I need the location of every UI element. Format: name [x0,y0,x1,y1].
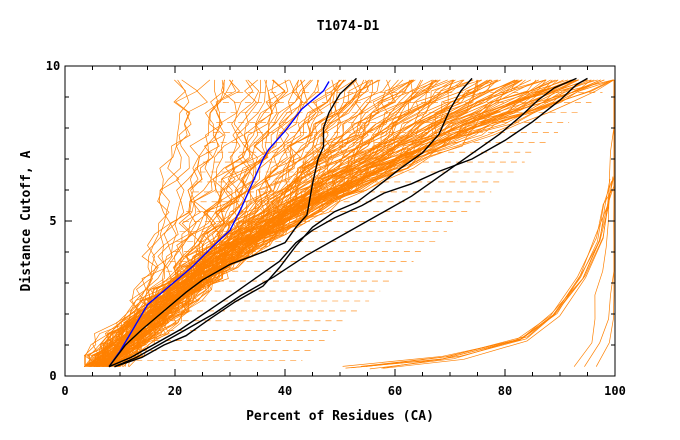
y-tick-label: 0 [49,369,56,383]
x-tick-label: 100 [604,384,626,398]
highlighted-model-curves [108,77,588,368]
model-curve [106,79,589,368]
highlight-line-2 [108,77,357,368]
model-curve [573,79,615,367]
x-tick-label: 60 [388,384,402,398]
model-curve [87,79,605,367]
y-axis-label: Distance Cutoff, A [19,150,34,291]
model-curve [350,185,615,369]
model-curve [84,79,546,368]
y-tick-label: 10 [46,59,60,73]
model-curve [98,79,572,367]
model-curve [109,79,605,367]
model-curve [128,79,372,367]
x-tick-label: 20 [168,384,182,398]
model-curve [360,181,613,367]
model-curve [118,79,601,367]
highlight-line-5 [108,77,588,368]
model-curve [345,185,610,369]
x-tick-label: 0 [61,384,68,398]
background-model-curves [83,79,615,370]
model-curve [84,79,453,367]
model-curve [383,176,615,369]
model-curve [365,181,612,367]
highlight-line-4 [114,77,473,368]
model-curve [118,79,559,367]
x-axis-label: Percent of Residues (CA) [246,409,434,424]
model-curve [84,79,615,367]
axes: 0 20 40 60 80 100 0 5 10 [46,59,626,398]
highlight-line-1 [108,81,330,368]
y-tick-label: 5 [49,214,56,228]
x-tick-label: 80 [498,384,512,398]
highlight-line-3 [114,77,577,368]
chart-title: T1074-D1 [317,19,380,34]
x-tick-label: 40 [278,384,292,398]
model-curve [83,79,595,367]
model-curve [118,79,523,367]
model-curve [107,79,615,367]
model-curve [342,189,613,367]
model-curve [102,79,577,367]
model-curve [369,178,611,370]
model-curve [381,176,614,369]
